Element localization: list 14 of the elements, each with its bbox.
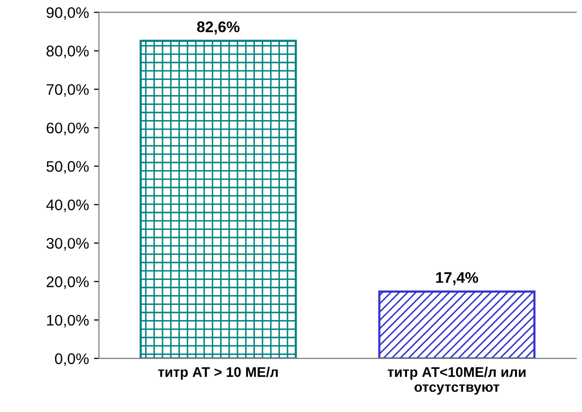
y-tick-label: 80,0%	[46, 46, 89, 58]
y-tick-label: 70,0%	[46, 84, 89, 97]
y-tick-label: 0,0%	[54, 353, 89, 366]
y-tick-label: 10,0%	[47, 314, 89, 328]
y-tick-label: 40,0%	[46, 199, 89, 212]
y-tick-label: 20,0%	[46, 276, 89, 290]
y-tick-label: 90,0%	[46, 7, 89, 20]
y-tick-label: 60,0%	[46, 122, 89, 136]
x-tick-label: титр АТ > 10 МЕ/л	[158, 366, 278, 380]
data-label: 17,4%	[436, 272, 478, 286]
y-tick-label: 30,0%	[46, 238, 89, 251]
x-tick-label: титр АТ<10МЕ/л или отсутствуют	[388, 366, 526, 395]
data-label: 82,6%	[197, 21, 240, 34]
y-tick-label: 50,0%	[46, 161, 89, 174]
